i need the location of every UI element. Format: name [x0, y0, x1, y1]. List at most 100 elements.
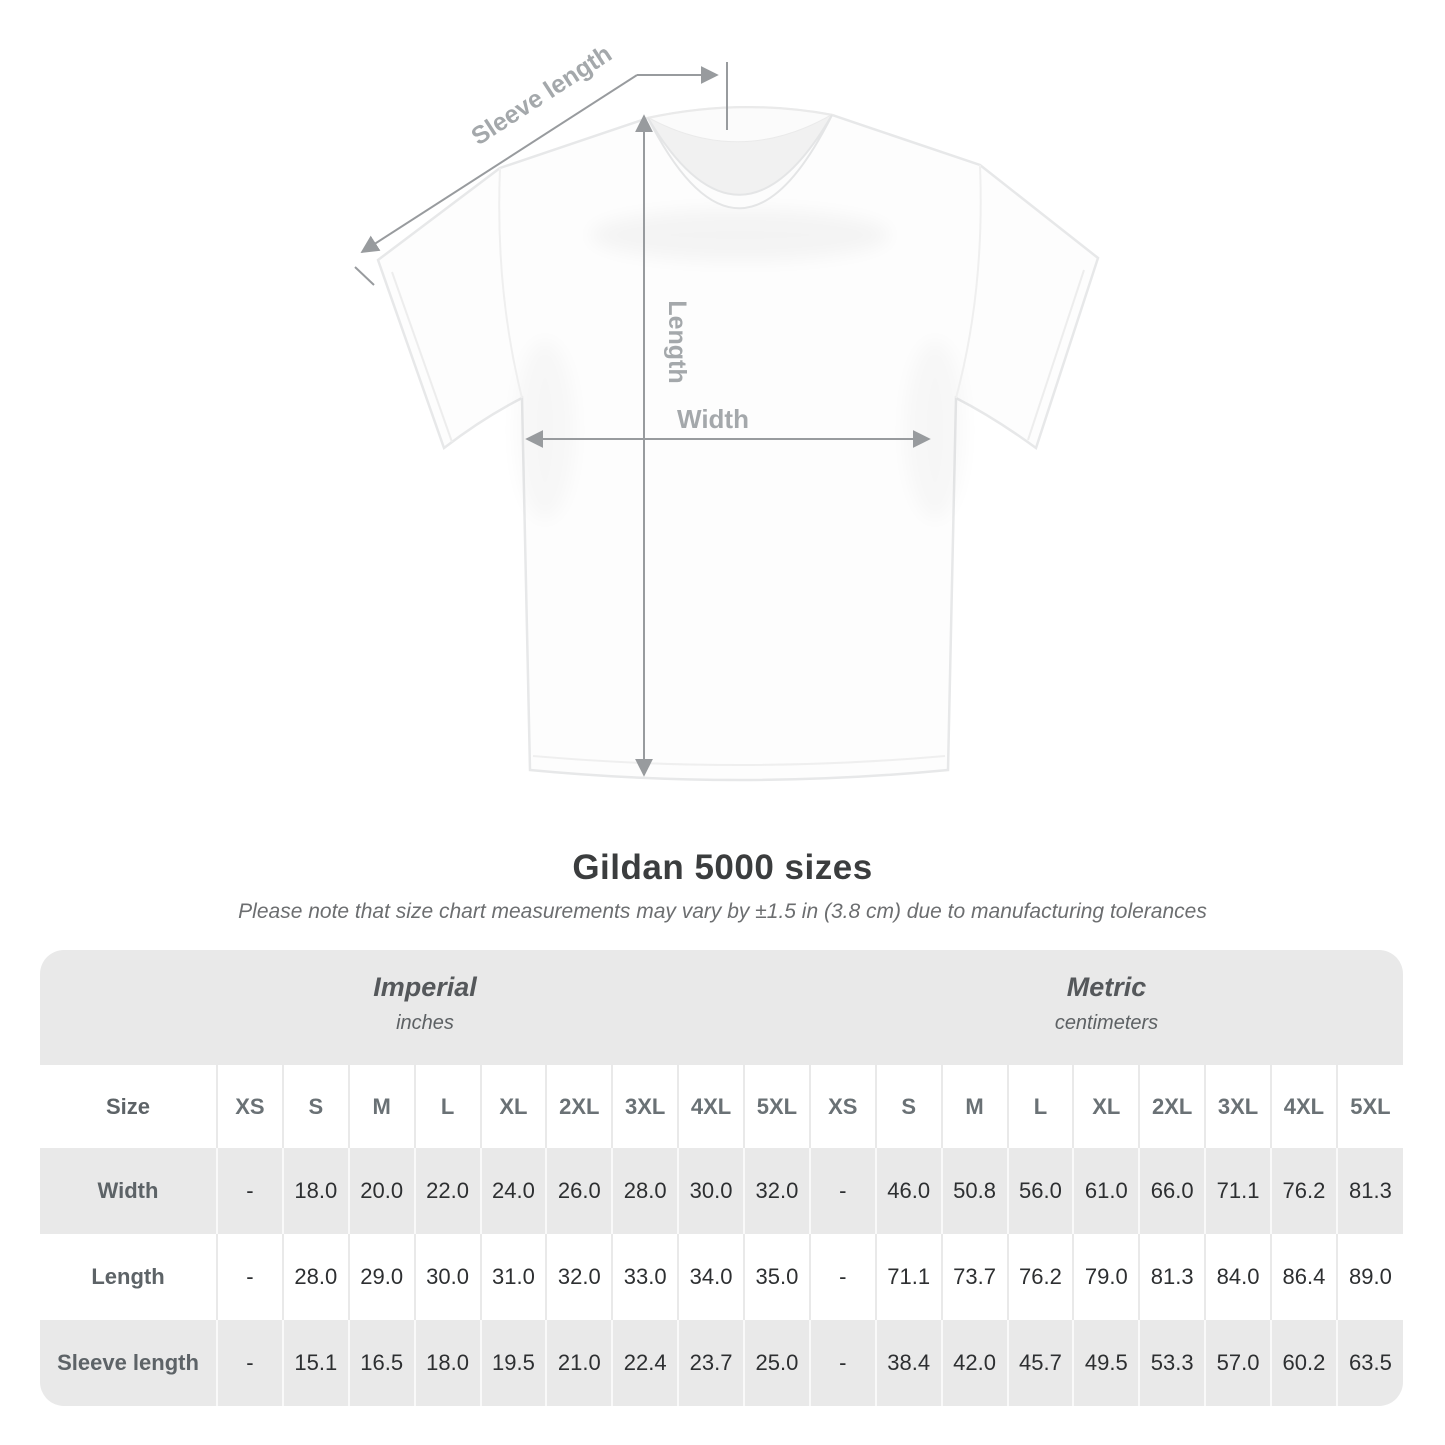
table-row-sleeve-length: Sleeve length -15.1 16.5 18.0 19.5 21.0 22.4 23…	[40, 1320, 1403, 1406]
imperial-value-cell: -	[216, 1148, 283, 1234]
imperial-label: Imperial	[373, 972, 477, 1002]
page-title: Gildan 5000 sizes	[572, 848, 873, 887]
size-header-imperial-s: S	[281, 1065, 349, 1148]
imperial-value-cell: 32.0	[743, 1148, 810, 1234]
imperial-value-cell: 28.0	[611, 1148, 679, 1234]
row-label: Width	[97, 1178, 159, 1203]
size-header-metric-5xl: 5XL	[1335, 1065, 1403, 1148]
size-header-metric-m: M	[940, 1065, 1008, 1148]
metric-value-cell: 76.2	[1006, 1234, 1074, 1320]
size-header-imperial-3xl: 3XL	[611, 1065, 679, 1148]
sleeve-end-tick-line	[354, 266, 375, 286]
imperial-value-cell: 21.0	[545, 1320, 613, 1406]
imperial-value-cell: 20.0	[347, 1148, 415, 1234]
width-label: Width	[677, 404, 749, 434]
row-label: Length	[91, 1264, 165, 1289]
size-header-metric-s: S	[874, 1065, 942, 1148]
size-header-imperial-5xl: 5XL	[743, 1065, 810, 1148]
imperial-value-cell: 28.0	[281, 1234, 349, 1320]
metric-value-cell: 56.0	[1006, 1148, 1074, 1234]
metric-value-cell: 89.0	[1335, 1234, 1403, 1320]
size-table-body: Size XS S M L XL 2XL 3XL 4XL 5XL XS S M L XL 2XL 3XL 4XL 5…	[40, 1065, 1403, 1406]
tolerance-note: Please note that size chart measurements…	[238, 900, 1207, 923]
metric-value-cell: 66.0	[1138, 1148, 1206, 1234]
metric-unit-group: Metric centimeters	[810, 950, 1403, 1065]
metric-value-cell: 50.8	[940, 1148, 1008, 1234]
imperial-value-cell: 32.0	[545, 1234, 613, 1320]
metric-value-cell: 45.7	[1006, 1320, 1074, 1406]
title-block: Gildan 5000 sizes Please note that size …	[0, 848, 1445, 924]
metric-value-cell: 63.5	[1335, 1320, 1403, 1406]
row-label: Sleeve length	[57, 1350, 199, 1375]
metric-value-cell: 53.3	[1138, 1320, 1206, 1406]
tshirt-illustration	[376, 105, 1100, 782]
size-table: Size XS S M L XL 2XL 3XL 4XL 5XL XS S M L XL 2XL 3XL 4XL 5…	[40, 1065, 1403, 1406]
metric-value-cell: 60.2	[1270, 1320, 1337, 1406]
imperial-value-cell: 23.7	[677, 1320, 744, 1406]
metric-value-cell: 81.3	[1335, 1148, 1403, 1234]
metric-value-cell: 84.0	[1204, 1234, 1271, 1320]
size-table-card: Imperial inches Metric centimeters Size X…	[40, 950, 1403, 1406]
imperial-value-cell: 31.0	[479, 1234, 547, 1320]
metric-value-cell: -	[808, 1320, 876, 1406]
imperial-value-cell: 30.0	[413, 1234, 481, 1320]
size-header-metric-2xl: 2XL	[1138, 1065, 1206, 1148]
size-header-imperial-4xl: 4XL	[677, 1065, 744, 1148]
metric-value-cell: 46.0	[874, 1148, 942, 1234]
size-header-metric-xs: XS	[808, 1065, 876, 1148]
metric-sublabel: centimeters	[1054, 1012, 1159, 1034]
metric-label: Metric	[1066, 972, 1147, 1002]
imperial-value-cell: 29.0	[347, 1234, 415, 1320]
size-header-imperial-l: L	[413, 1065, 481, 1148]
metric-value-cell: -	[808, 1234, 876, 1320]
size-header-metric-3xl: 3XL	[1204, 1065, 1271, 1148]
metric-value-cell: 61.0	[1072, 1148, 1140, 1234]
metric-value-cell: 81.3	[1138, 1234, 1206, 1320]
size-header-imperial-xl: XL	[479, 1065, 547, 1148]
metric-value-cell: -	[808, 1148, 876, 1234]
imperial-value-cell: 18.0	[281, 1148, 349, 1234]
imperial-unit-group: Imperial inches	[40, 950, 810, 1065]
metric-value-cell: 42.0	[940, 1320, 1008, 1406]
size-header-imperial-2xl: 2XL	[545, 1065, 613, 1148]
unit-band: Imperial inches Metric centimeters	[40, 950, 1403, 1065]
imperial-value-cell: 34.0	[677, 1234, 744, 1320]
table-row-length: Length -28.0 29.0 30.0 31.0 32.0 33.0 34.0 35.0-…	[40, 1234, 1403, 1320]
imperial-value-cell: 24.0	[479, 1148, 547, 1234]
imperial-value-cell: -	[216, 1320, 283, 1406]
metric-value-cell: 49.5	[1072, 1320, 1140, 1406]
imperial-value-cell: 25.0	[743, 1320, 810, 1406]
imperial-value-cell: 18.0	[413, 1320, 481, 1406]
imperial-sublabel: inches	[396, 1012, 454, 1034]
size-header-imperial-xs: XS	[216, 1065, 283, 1148]
imperial-value-cell: 22.4	[611, 1320, 679, 1406]
imperial-value-cell: 35.0	[743, 1234, 810, 1320]
imperial-value-cell: 16.5	[347, 1320, 415, 1406]
metric-value-cell: 76.2	[1270, 1148, 1337, 1234]
size-column-header: Size	[105, 1093, 151, 1119]
sleeve-length-label: Sleeve length	[466, 40, 616, 151]
imperial-value-cell: 22.0	[413, 1148, 481, 1234]
size-header-row: Size XS S M L XL 2XL 3XL 4XL 5XL XS S M L XL 2XL 3XL 4XL 5…	[40, 1065, 1403, 1148]
table-row-width: Width -18.0 20.0 22.0 24.0 26.0 28.0 30.0 32.0-4…	[40, 1148, 1403, 1234]
tshirt-measurement-diagram: Sleeve length Length Width	[354, 40, 1100, 782]
metric-value-cell: 57.0	[1204, 1320, 1271, 1406]
metric-value-cell: 79.0	[1072, 1234, 1140, 1320]
metric-value-cell: 73.7	[940, 1234, 1008, 1320]
imperial-value-cell: 15.1	[281, 1320, 349, 1406]
metric-value-cell: 86.4	[1270, 1234, 1337, 1320]
size-header-imperial-m: M	[347, 1065, 415, 1148]
metric-value-cell: 71.1	[1204, 1148, 1271, 1234]
imperial-value-cell: 33.0	[611, 1234, 679, 1320]
metric-value-cell: 71.1	[874, 1234, 942, 1320]
size-header-metric-xl: XL	[1072, 1065, 1140, 1148]
metric-value-cell: 38.4	[874, 1320, 942, 1406]
imperial-value-cell: -	[216, 1234, 283, 1320]
size-header-metric-4xl: 4XL	[1270, 1065, 1337, 1148]
imperial-value-cell: 30.0	[677, 1148, 744, 1234]
imperial-value-cell: 19.5	[479, 1320, 547, 1406]
size-header-metric-l: L	[1006, 1065, 1074, 1148]
imperial-value-cell: 26.0	[545, 1148, 613, 1234]
length-label: Length	[663, 300, 691, 383]
